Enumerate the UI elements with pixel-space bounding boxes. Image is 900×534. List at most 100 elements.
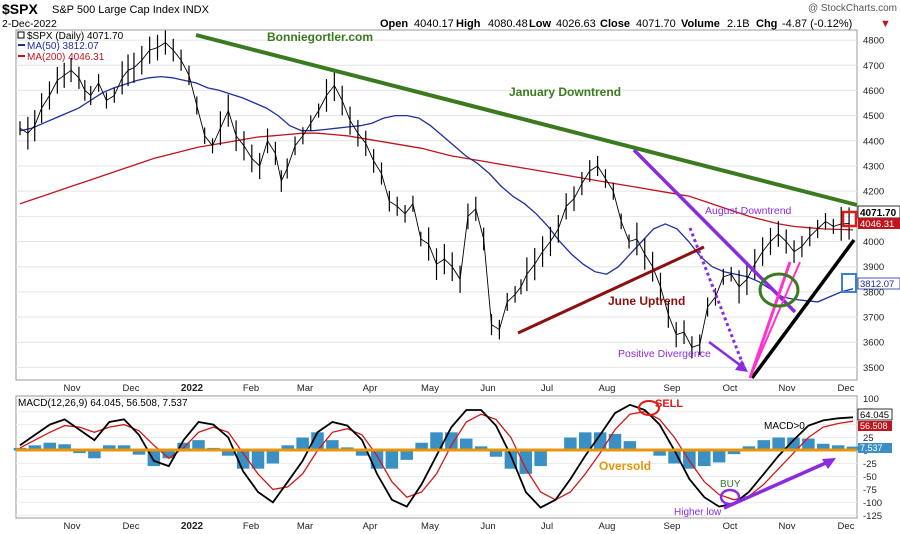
price-x-tick-label: Mar (297, 383, 313, 394)
macd-histogram-bar (117, 445, 131, 451)
green-circle-marker (758, 272, 800, 308)
macd-histogram-bar (251, 450, 265, 469)
macd-histogram-bar (370, 450, 384, 469)
price-x-tick-label: 2022 (181, 383, 204, 394)
macd-histogram-bar (519, 450, 532, 474)
macd-histogram-bar (534, 450, 547, 467)
price-x-tick-label: Oct (723, 383, 738, 394)
magenta-line-b (749, 261, 801, 379)
price-y-tick-label: 4800 (863, 36, 884, 47)
low-value: 4026.63 (556, 18, 596, 30)
macd-histogram-bar (355, 450, 369, 456)
macd-x-tick-label: Jun (480, 521, 495, 532)
divergence-arrow (708, 340, 745, 370)
volume-value: 2.1B (727, 18, 750, 30)
macd-histogram-bar (430, 432, 443, 451)
legend-price-swatch (17, 31, 25, 39)
price-x-tick-label: May (421, 383, 439, 394)
price-y-tick-label: 3700 (863, 313, 884, 324)
macd-histogram-bar (400, 450, 413, 460)
price-x-tick-label: Nov (64, 383, 81, 394)
price-x-tick-label: Jul (541, 383, 553, 394)
signal-value-box (858, 421, 892, 431)
price-x-tick-label: Sep (664, 383, 681, 394)
macd-x-tick-label: Mar (297, 521, 313, 532)
red-box-marker (841, 210, 858, 228)
macd-y-tick-label: -75 (863, 485, 877, 496)
macd-histogram-bar (742, 446, 756, 451)
price-x-tick-label: Feb (243, 383, 259, 394)
macd-x-tick-label: Sep (664, 521, 681, 532)
price-y-tick-label: 4200 (863, 187, 884, 198)
macd-histogram-bar (653, 450, 666, 456)
january-downtrend-label: January Downtrend (509, 85, 621, 99)
close-label: Close (600, 18, 630, 30)
macd-x-tick-label: Nov (779, 521, 796, 532)
june-uptrend-label: June Uptrend (608, 294, 685, 308)
price-y-tick-label: 4300 (863, 161, 884, 172)
higher-low-arrow (723, 460, 829, 510)
macd-histogram-bar (445, 432, 458, 451)
macd-y-tick-label: 100 (863, 394, 879, 405)
chg-value: -4.87 (-0.12%) (782, 18, 852, 30)
price-y-tick-label: 4600 (863, 86, 884, 97)
macd-histogram-bar (668, 450, 681, 464)
price-y-tick-label: 4700 (863, 61, 884, 72)
hist-value-label: 7.537 (860, 443, 883, 453)
macd-x-tick-label: Jul (541, 521, 553, 532)
ma50-line (19, 75, 854, 303)
buy-label: BUY (720, 479, 741, 490)
open-value: 4040.17 (414, 18, 454, 30)
macd-x-axis: Nov Dec 2022 Feb Mar Apr May Jun Jul Aug Sep Oct Nov… (64, 521, 855, 532)
macd-line (19, 403, 854, 509)
macd-histogram-bar (579, 432, 592, 451)
macd-histogram-bar (266, 450, 280, 464)
macd-histogram-bar (415, 442, 428, 451)
price-y-tick-label: 4000 (863, 237, 884, 248)
price-x-tick-label: Nov (779, 383, 796, 394)
price-series-group (19, 30, 854, 359)
price-y-tick-label: 4500 (863, 111, 884, 122)
macd-histogram-bar (593, 432, 607, 451)
macd-histogram-bar (177, 442, 190, 451)
macd-histogram-bar (281, 445, 294, 451)
macd-y-tick-label: -100 (863, 498, 882, 509)
ma200-value-label: 4046.31 (860, 219, 894, 230)
positive-divergence-label: Positive Divergence (618, 348, 711, 360)
price-y-tick-label: 4400 (863, 136, 884, 147)
macd-y-tick-label: -50 (863, 472, 877, 483)
macd-histogram-bar (326, 440, 339, 451)
macd-x-tick-label: Dec (838, 521, 855, 532)
macd-x-tick-label: Aug (599, 521, 616, 532)
macd-x-tick-label: 2022 (181, 521, 204, 532)
divergence-dotted-line (688, 227, 747, 371)
june-uptrend-line (517, 245, 705, 335)
macd-y-tick-label: -25 (863, 459, 877, 470)
price-y-tick-label: 3600 (863, 338, 884, 349)
macd-histogram-bar (43, 442, 56, 451)
macd-value-box (857, 408, 893, 421)
higher-low-label: Higher low (674, 507, 722, 518)
macd-histogram-bar (162, 450, 175, 459)
open-label: Open (380, 18, 408, 30)
macd-histogram-bar (460, 438, 473, 451)
price-y-tick-label: 3900 (863, 262, 884, 273)
price-legend: $SPX (Daily) 4071.70 MA(50) 3812.07 MA(2… (17, 31, 124, 63)
macd-histogram-bar (623, 441, 637, 451)
legend-ma50: MA(50) 3812.07 (27, 41, 99, 52)
macd-x-tick-label: Feb (243, 521, 259, 532)
macd-x-tick-label: Nov (64, 521, 81, 532)
macd-histogram-bar (103, 445, 116, 451)
macd-histogram-bar (385, 450, 399, 469)
macd-x-tick-label: Dec (123, 521, 140, 532)
close-value: 4071.70 (636, 18, 676, 30)
blue-box-marker (841, 273, 857, 293)
macd-value-label: 64.045 (860, 410, 889, 421)
recent-uptrend-line (750, 238, 856, 380)
legend-price: $SPX (Daily) 4071.70 (27, 31, 124, 42)
macd-x-tick-label: Oct (723, 521, 738, 532)
macd-histogram-bar (73, 450, 86, 454)
macd-histogram-bar (489, 450, 503, 457)
